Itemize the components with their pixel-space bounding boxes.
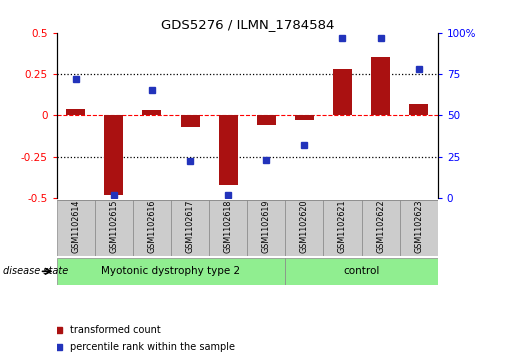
- Bar: [181, 115, 200, 127]
- Text: transformed count: transformed count: [70, 325, 161, 335]
- Text: GSM1102619: GSM1102619: [262, 200, 271, 253]
- Bar: [285, 258, 438, 285]
- Text: percentile rank within the sample: percentile rank within the sample: [70, 342, 235, 352]
- Bar: [247, 200, 285, 256]
- Bar: [362, 200, 400, 256]
- Bar: [323, 200, 362, 256]
- Bar: [285, 200, 323, 256]
- Text: GSM1102621: GSM1102621: [338, 200, 347, 253]
- Bar: [209, 200, 247, 256]
- Bar: [57, 200, 95, 256]
- Text: GSM1102614: GSM1102614: [71, 200, 80, 253]
- Bar: [333, 69, 352, 115]
- Title: GDS5276 / ILMN_1784584: GDS5276 / ILMN_1784584: [161, 19, 334, 32]
- Text: GSM1102623: GSM1102623: [414, 200, 423, 253]
- Text: GSM1102618: GSM1102618: [224, 200, 233, 253]
- Text: GSM1102620: GSM1102620: [300, 200, 309, 253]
- Bar: [171, 200, 209, 256]
- Bar: [142, 110, 162, 115]
- Bar: [256, 115, 276, 125]
- Text: disease state: disease state: [3, 266, 68, 276]
- Text: GSM1102617: GSM1102617: [185, 200, 195, 253]
- Bar: [104, 115, 124, 195]
- Bar: [371, 57, 390, 115]
- Text: GSM1102616: GSM1102616: [147, 200, 157, 253]
- Bar: [133, 200, 171, 256]
- Bar: [57, 258, 285, 285]
- Bar: [66, 109, 85, 115]
- Bar: [400, 200, 438, 256]
- Bar: [218, 115, 238, 185]
- Text: Myotonic dystrophy type 2: Myotonic dystrophy type 2: [101, 266, 241, 276]
- Bar: [295, 115, 314, 120]
- Text: GSM1102622: GSM1102622: [376, 200, 385, 253]
- Text: control: control: [344, 266, 380, 276]
- Text: GSM1102615: GSM1102615: [109, 200, 118, 253]
- Bar: [95, 200, 133, 256]
- Bar: [409, 104, 428, 115]
